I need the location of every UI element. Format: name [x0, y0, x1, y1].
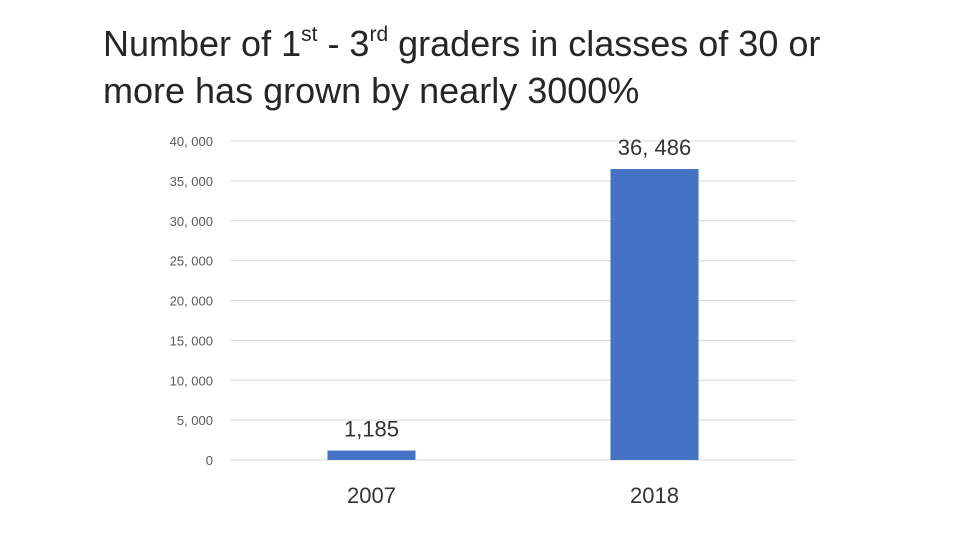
category-label: 2018 [630, 483, 679, 508]
x-axis-categories: 2007 2018 [347, 483, 679, 508]
y-tick-label: 20, 000 [170, 294, 213, 309]
y-tick-label: 0 [206, 453, 213, 468]
y-tick-label: 15, 000 [170, 333, 213, 348]
title-text-part: graders in classes of 30 or [388, 23, 821, 64]
y-axis-ticks: 0 5, 000 10, 000 15, 000 20, 000 25, 000 30, 0… [170, 134, 213, 468]
gridlines [230, 140, 796, 461]
data-label: 1,185 [344, 417, 399, 442]
bar-2018 [610, 169, 699, 460]
y-tick-label: 35, 000 [170, 174, 213, 189]
data-labels: 1,185 36, 486 [344, 135, 691, 442]
title-superscript: rd [369, 23, 389, 46]
data-label: 36, 486 [618, 135, 691, 160]
title-text-part: Number of 1 [103, 23, 302, 64]
title-text-part: - 3 [317, 23, 370, 64]
category-label: 2007 [347, 483, 396, 508]
bars [327, 169, 699, 460]
bar-2007 [327, 450, 416, 460]
y-tick-label: 5, 000 [177, 413, 213, 428]
y-tick-label: 30, 000 [170, 214, 213, 229]
slide-title: Number of 1st - 3rd graders in classes o… [103, 20, 923, 114]
title-line-2: more has grown by nearly 3000% [103, 70, 640, 111]
y-tick-label: 25, 000 [170, 254, 213, 269]
title-superscript: st [301, 23, 318, 46]
y-tick-label: 10, 000 [170, 373, 213, 388]
y-tick-label: 40, 000 [170, 134, 213, 149]
